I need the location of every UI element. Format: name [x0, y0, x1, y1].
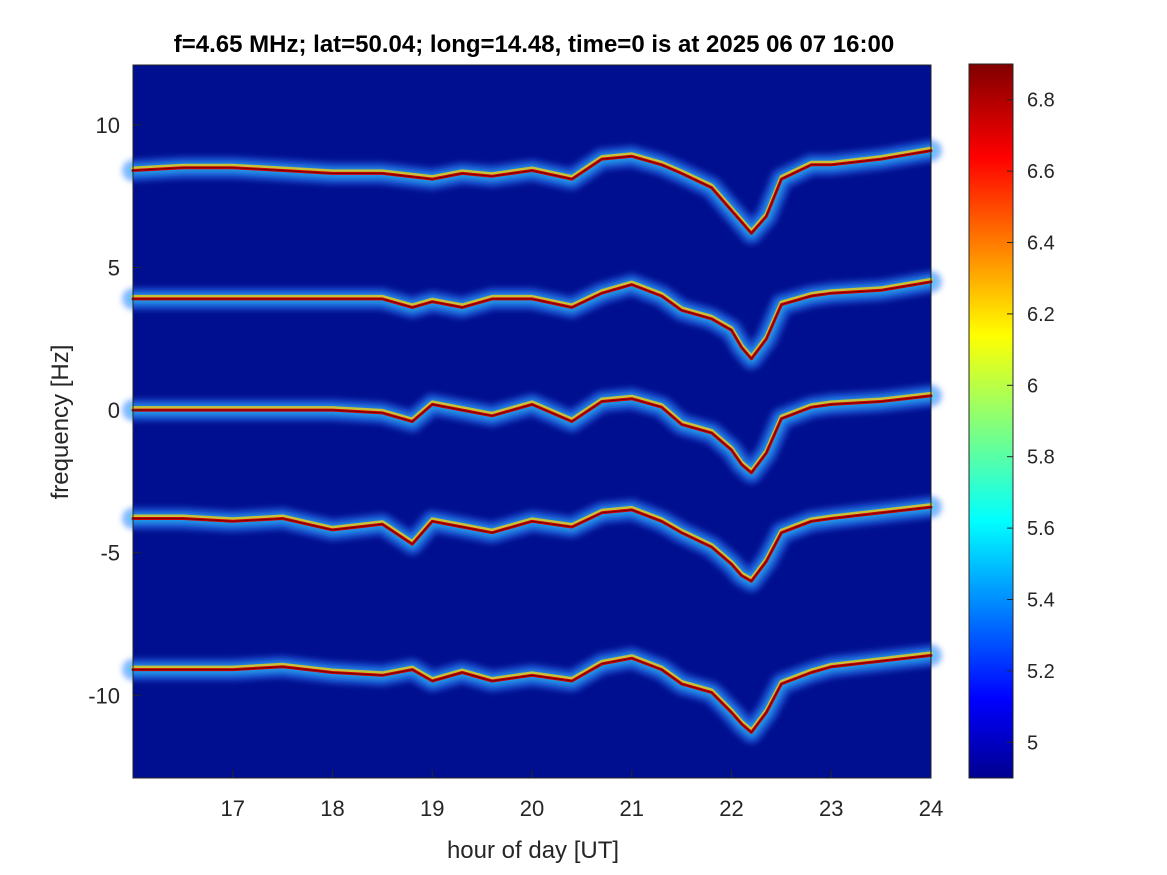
trace-mid	[131, 146, 933, 234]
y-tick-label: 0	[108, 398, 120, 423]
y-tick-group: 10 5 0 -5 -10	[88, 113, 141, 708]
trace-group	[122, 139, 942, 744]
colorbar-gradient	[969, 64, 1013, 778]
trace-4	[122, 644, 942, 744]
y-tick-label: 10	[96, 113, 120, 138]
trace-peak	[132, 654, 932, 733]
x-tick-label: 19	[420, 796, 444, 821]
y-tick-label: 5	[108, 255, 120, 280]
colorbar: 6.8 6.6 6.4 6.2 6 5.8 5.6 5.4 5.2 5	[968, 63, 1055, 779]
x-tick-label: 24	[919, 796, 943, 821]
trace-peak	[132, 395, 932, 474]
trace-1	[122, 270, 942, 370]
colorbar-tick-label: 6.6	[1027, 161, 1055, 183]
y-axis-label: frequency [Hz]	[47, 345, 74, 500]
y-tick-label: -10	[88, 683, 120, 708]
x-tick-label: 21	[620, 796, 644, 821]
plot-area	[122, 64, 942, 779]
colorbar-tick-label: 6.2	[1027, 304, 1055, 326]
colorbar-tick-label: 5.4	[1027, 590, 1055, 612]
chart-title: f=4.65 MHz; lat=50.04; long=14.48, time=…	[174, 31, 894, 58]
colorbar-tick-label: 6.8	[1027, 90, 1055, 112]
trace-peak	[132, 506, 932, 582]
x-tick-label: 22	[719, 796, 743, 821]
colorbar-tick-label: 5.6	[1027, 518, 1055, 540]
x-axis-label: hour of day [UT]	[447, 837, 619, 864]
colorbar-tick-label: 6	[1027, 375, 1038, 397]
colorbar-frame	[968, 63, 1014, 779]
trace-2	[122, 384, 942, 484]
colorbar-tick-label: 5.2	[1027, 661, 1055, 683]
colorbar-tick-label: 6.4	[1027, 233, 1055, 255]
colorbar-tick-label: 5.8	[1027, 447, 1055, 469]
colorbar-tick-group: 6.8 6.6 6.4 6.2 6 5.8 5.6 5.4 5.2 5	[1007, 90, 1055, 754]
x-tick-group: 17 18 19 20 21 22 23 24	[221, 770, 943, 821]
trace-3	[122, 496, 942, 593]
x-tick-label: 20	[520, 796, 544, 821]
y-tick-label: -5	[100, 541, 120, 566]
x-tick-label: 23	[819, 796, 843, 821]
x-tick-label: 17	[221, 796, 245, 821]
colorbar-tick-label: 5	[1027, 732, 1038, 754]
trace-peak	[132, 150, 932, 234]
trace-0	[122, 139, 942, 245]
trace-peak	[132, 281, 932, 360]
x-tick-label: 18	[320, 796, 344, 821]
